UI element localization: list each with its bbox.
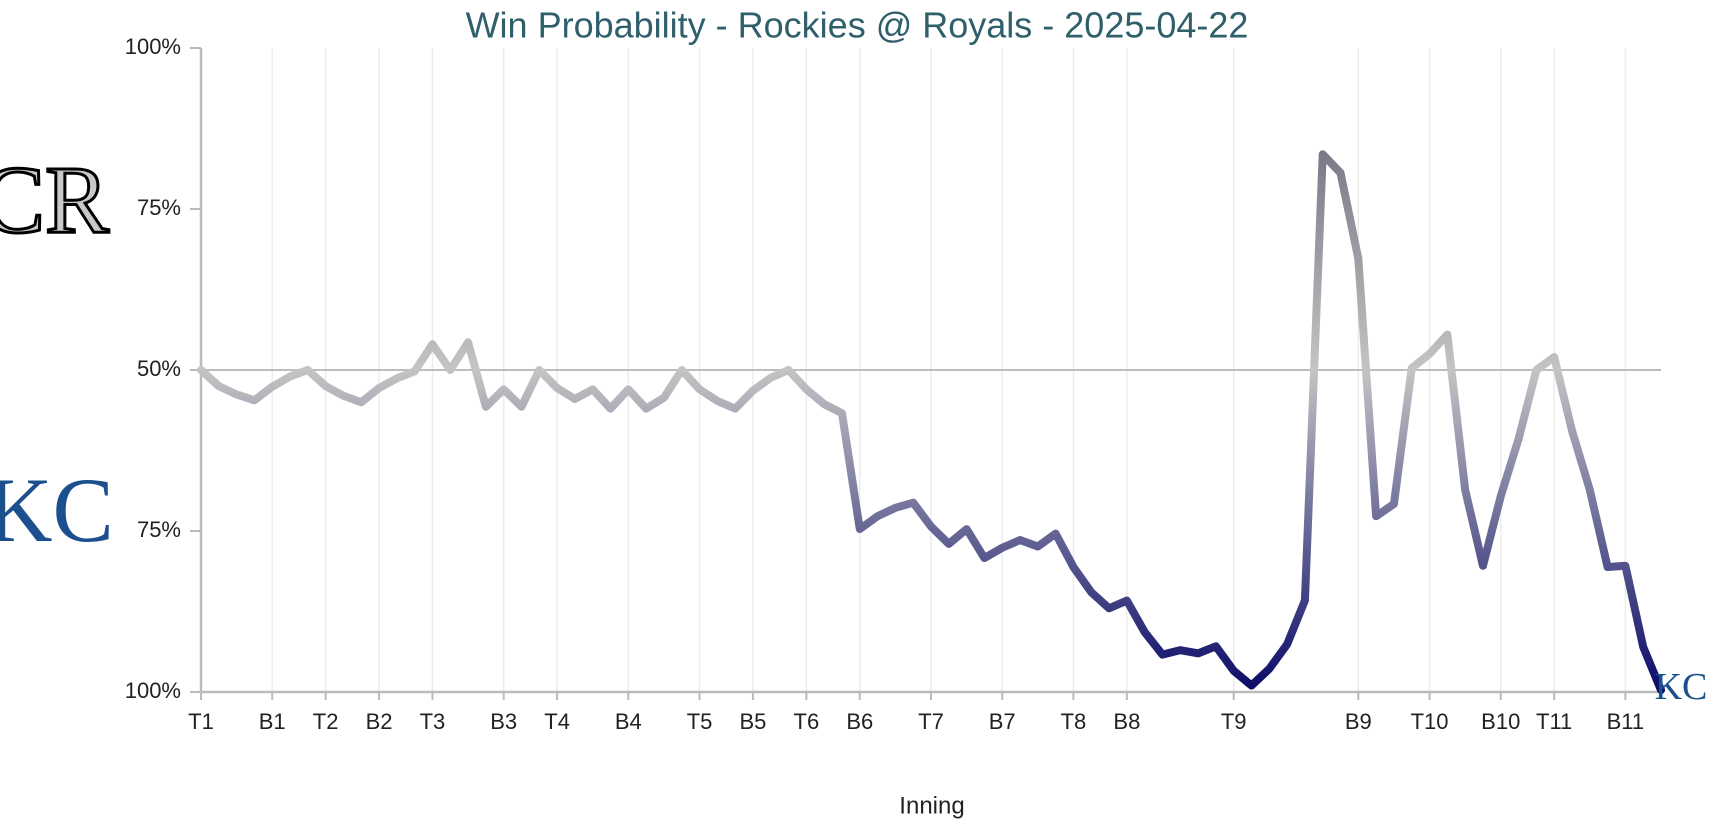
x-axis-title: Inning: [899, 792, 964, 819]
y-tick-label: 75%: [137, 195, 181, 220]
x-tick-label: T2: [313, 709, 339, 734]
x-tick-label: B3: [490, 709, 517, 734]
x-tick-label: T11: [1536, 709, 1572, 734]
x-tick-label: B2: [366, 709, 393, 734]
x-tick-label: T4: [544, 709, 570, 734]
chart-title: Win Probability - Rockies @ Royals - 202…: [466, 5, 1249, 46]
x-tick-label: T8: [1061, 709, 1087, 734]
royals-logo: KC: [0, 459, 114, 561]
x-tick-label: B6: [846, 709, 873, 734]
rockies-logo: CR: [0, 146, 109, 253]
x-tick-label: B10: [1481, 709, 1520, 734]
x-tick-label: T9: [1221, 709, 1247, 734]
y-tick-label: 100%: [125, 678, 181, 703]
x-tick-label: B7: [989, 709, 1016, 734]
x-tick-label: B5: [739, 709, 766, 734]
x-tick-label: T1: [188, 709, 214, 734]
y-tick-label: 50%: [137, 356, 181, 381]
x-tick-label: T7: [918, 709, 944, 734]
y-tick-label: 100%: [125, 34, 181, 59]
x-tick-label: B4: [615, 709, 642, 734]
win-probability-line: [197, 150, 1665, 695]
x-tick-label: B8: [1113, 709, 1140, 734]
x-tick-label: B11: [1607, 709, 1645, 734]
x-tick-label: T10: [1411, 709, 1449, 734]
x-tick-label: T6: [794, 709, 820, 734]
x-tick-label: B1: [259, 709, 286, 734]
y-tick-label: 75%: [137, 517, 181, 542]
x-tick-label: T3: [420, 709, 446, 734]
end-logo: KC: [1655, 666, 1708, 708]
x-tick-label: T5: [687, 709, 713, 734]
x-tick-label: B9: [1345, 709, 1372, 734]
